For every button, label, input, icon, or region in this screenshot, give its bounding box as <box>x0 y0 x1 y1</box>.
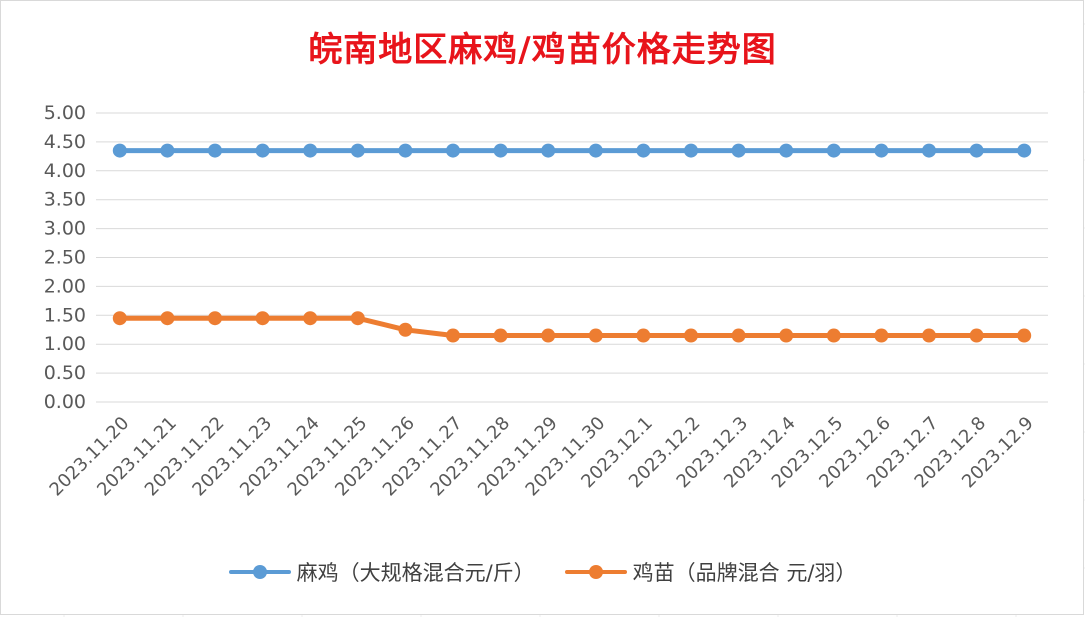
data-point[interactable] <box>826 143 841 158</box>
data-point[interactable] <box>160 311 175 326</box>
y-tick-label: 2.00 <box>44 275 86 297</box>
y-tick-label: 4.00 <box>44 160 86 182</box>
y-tick-label: 3.50 <box>44 189 86 211</box>
data-point[interactable] <box>969 328 984 343</box>
data-point[interactable] <box>255 143 270 158</box>
data-point[interactable] <box>636 143 651 158</box>
data-point[interactable] <box>112 311 127 326</box>
x-axis-tick-labels: 2023.11.202023.11.212023.11.222023.11.23… <box>46 413 1038 501</box>
y-tick-label: 3.00 <box>44 218 86 240</box>
series-1[interactable] <box>112 143 1032 158</box>
data-point[interactable] <box>731 143 746 158</box>
data-point[interactable] <box>779 143 794 158</box>
series-layer <box>112 143 1032 343</box>
data-point[interactable] <box>922 328 936 343</box>
y-tick-label: 4.50 <box>44 131 86 153</box>
data-point[interactable] <box>208 311 222 326</box>
data-point[interactable] <box>684 328 698 343</box>
data-point[interactable] <box>303 143 318 158</box>
legend: 麻鸡（大规格混合元/斤） 鸡苗（品牌混合 元/羽） <box>0 557 1085 587</box>
data-point[interactable] <box>541 143 556 158</box>
data-point[interactable] <box>731 328 746 343</box>
legend-marker-icon <box>564 565 627 579</box>
data-point[interactable] <box>588 143 603 158</box>
y-tick-label: 0.00 <box>44 391 86 413</box>
y-tick-label: 0.50 <box>44 362 86 384</box>
series-line <box>117 315 1027 338</box>
legend-label: 麻鸡（大规格混合元/斤） <box>296 561 535 585</box>
gridlines <box>96 112 1048 403</box>
y-tick-label: 5.00 <box>44 102 86 124</box>
data-point[interactable] <box>922 143 936 158</box>
data-point[interactable] <box>446 328 460 343</box>
data-point[interactable] <box>160 143 175 158</box>
y-tick-label: 2.50 <box>44 247 86 269</box>
y-tick-label: 1.00 <box>44 333 86 355</box>
legend-label: 鸡苗（品牌混合 元/羽） <box>632 561 857 585</box>
data-point[interactable] <box>446 143 460 158</box>
data-point[interactable] <box>112 143 127 158</box>
chart-title: 皖南地区麻鸡/鸡苗价格走势图 <box>308 30 777 70</box>
data-point[interactable] <box>1017 328 1032 343</box>
data-point[interactable] <box>350 311 365 326</box>
series-2[interactable] <box>112 311 1032 343</box>
data-point[interactable] <box>303 311 318 326</box>
data-point[interactable] <box>874 143 889 158</box>
data-point[interactable] <box>969 143 984 158</box>
data-point[interactable] <box>588 328 603 343</box>
legend-marker-icon <box>228 565 291 579</box>
data-point[interactable] <box>493 328 508 343</box>
data-point[interactable] <box>826 328 841 343</box>
data-point[interactable] <box>541 328 556 343</box>
data-point[interactable] <box>350 143 365 158</box>
data-point[interactable] <box>684 143 698 158</box>
data-point[interactable] <box>398 143 413 158</box>
data-point[interactable] <box>208 143 222 158</box>
data-point[interactable] <box>398 322 413 337</box>
data-point[interactable] <box>636 328 651 343</box>
data-point[interactable] <box>1017 143 1032 158</box>
legend-item-series-2[interactable]: 鸡苗（品牌混合 元/羽） <box>564 557 857 587</box>
legend-item-series-1[interactable]: 麻鸡（大规格混合元/斤） <box>228 557 535 587</box>
data-point[interactable] <box>874 328 889 343</box>
y-axis-tick-labels: 0.00 0.50 1.00 1.50 2.00 2.50 3.00 3.50 4.00 4.50… <box>44 102 86 413</box>
y-tick-label: 1.50 <box>44 304 86 326</box>
data-point[interactable] <box>255 311 270 326</box>
data-point[interactable] <box>779 328 794 343</box>
data-point[interactable] <box>493 143 508 158</box>
